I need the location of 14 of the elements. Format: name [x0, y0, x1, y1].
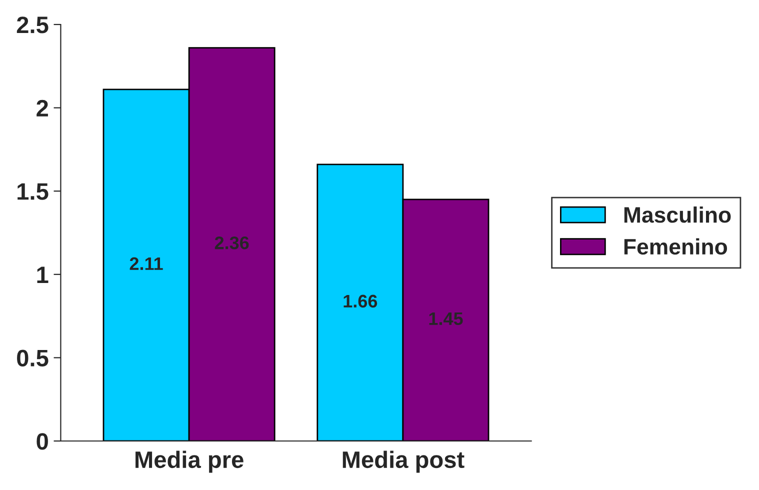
y-tick-label: 1	[37, 266, 48, 283]
y-tick-label: 2.5	[16, 16, 48, 34]
data-label: 2.11	[130, 257, 163, 270]
data-label: 1.66	[344, 294, 378, 308]
y-tick-label: 0.5	[17, 350, 48, 366]
y-tick-label: 1.5	[18, 183, 48, 200]
y-tick-label: 2	[36, 100, 48, 116]
x-tick-label: Media post	[342, 450, 464, 473]
legend-label: Masculino	[624, 206, 731, 223]
legend-label: Femenino	[624, 238, 728, 255]
y-tick-label: 0	[36, 433, 48, 450]
data-label: 2.36	[214, 236, 249, 250]
data-label: 1.45	[429, 312, 463, 326]
x-tick-label: Media pre	[136, 450, 244, 473]
